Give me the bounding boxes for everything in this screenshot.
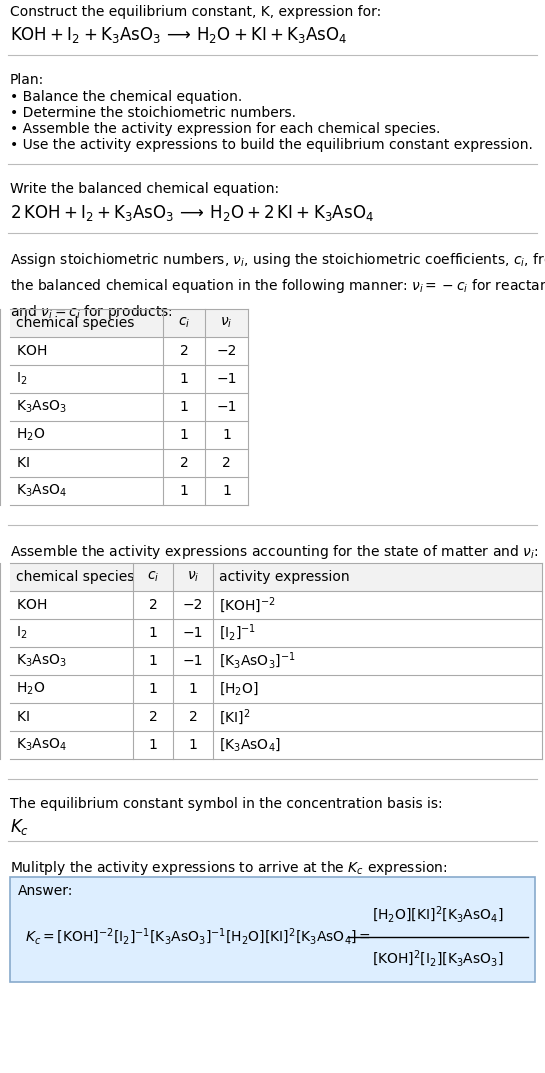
Text: $c_i$: $c_i$ (178, 315, 190, 330)
Text: 1: 1 (189, 738, 197, 752)
Text: $\mathregular{KOH}$: $\mathregular{KOH}$ (16, 598, 47, 612)
Text: 2: 2 (149, 710, 158, 724)
Text: −1: −1 (183, 626, 203, 640)
Text: Assign stoichiometric numbers, $\nu_i$, using the stoichiometric coefficients, $: Assign stoichiometric numbers, $\nu_i$, … (10, 251, 545, 321)
Text: 1: 1 (179, 372, 189, 386)
Text: −2: −2 (216, 344, 237, 358)
Text: −1: −1 (216, 400, 237, 414)
Text: $\nu_i$: $\nu_i$ (220, 315, 233, 330)
Text: $K_c$: $K_c$ (10, 817, 29, 837)
Text: $\mathregular{H_2O}$: $\mathregular{H_2O}$ (16, 427, 45, 443)
Text: $\mathregular{K_3AsO_4}$: $\mathregular{K_3AsO_4}$ (16, 737, 67, 753)
Text: Answer:: Answer: (18, 884, 74, 898)
Text: 1: 1 (149, 738, 158, 752)
Text: $\mathregular{H_2O}$: $\mathregular{H_2O}$ (16, 680, 45, 697)
Text: 1: 1 (149, 682, 158, 696)
Text: $[\mathregular{KOH}]^2[\mathregular{I_2}][\mathregular{K_3AsO_3}]$: $[\mathregular{KOH}]^2[\mathregular{I_2}… (372, 949, 504, 969)
Text: −1: −1 (216, 372, 237, 386)
Text: activity expression: activity expression (219, 570, 350, 584)
Text: $[\mathregular{H_2O}]$: $[\mathregular{H_2O}]$ (219, 680, 259, 697)
Text: $\mathregular{KOH}$: $\mathregular{KOH}$ (16, 344, 47, 358)
Text: 1: 1 (179, 400, 189, 414)
Text: $\mathregular{I_2}$: $\mathregular{I_2}$ (16, 371, 27, 387)
Text: 1: 1 (179, 484, 189, 498)
Text: Assemble the activity expressions accounting for the state of matter and $\nu_i$: Assemble the activity expressions accoun… (10, 543, 538, 561)
Text: $\mathregular{K_3AsO_3}$: $\mathregular{K_3AsO_3}$ (16, 652, 67, 670)
Text: chemical species: chemical species (16, 317, 135, 330)
Text: $\mathregular{K_3AsO_3}$: $\mathregular{K_3AsO_3}$ (16, 399, 67, 415)
Text: Write the balanced chemical equation:: Write the balanced chemical equation: (10, 182, 279, 196)
Text: • Assemble the activity expression for each chemical species.: • Assemble the activity expression for e… (10, 122, 440, 136)
Text: 1: 1 (149, 626, 158, 640)
Text: $\mathregular{2\,KOH + I_2 + K_3AsO_3}$$\,\longrightarrow\,$$\mathregular{H_2O +: $\mathregular{2\,KOH + I_2 + K_3AsO_3}$$… (10, 203, 374, 223)
Text: Mulitply the activity expressions to arrive at the $K_c$ expression:: Mulitply the activity expressions to arr… (10, 859, 447, 877)
Text: $\mathregular{K_3AsO_4}$: $\mathregular{K_3AsO_4}$ (16, 483, 67, 499)
Text: The equilibrium constant symbol in the concentration basis is:: The equilibrium constant symbol in the c… (10, 797, 443, 811)
Text: 1: 1 (149, 655, 158, 668)
Text: • Balance the chemical equation.: • Balance the chemical equation. (10, 90, 242, 104)
Text: $\nu_i$: $\nu_i$ (187, 570, 199, 584)
Text: chemical species: chemical species (16, 570, 135, 584)
Text: $\mathregular{I_2}$: $\mathregular{I_2}$ (16, 624, 27, 642)
Text: −2: −2 (183, 598, 203, 612)
Text: 1: 1 (179, 428, 189, 442)
Text: Construct the equilibrium constant, K, expression for:: Construct the equilibrium constant, K, e… (10, 5, 381, 19)
Bar (10, 309, 248, 337)
Text: 2: 2 (222, 456, 231, 470)
Text: 1: 1 (222, 484, 231, 498)
Bar (10, 877, 535, 982)
Bar (10, 563, 542, 591)
Text: • Determine the stoichiometric numbers.: • Determine the stoichiometric numbers. (10, 106, 296, 120)
Text: 2: 2 (180, 344, 189, 358)
Text: 2: 2 (180, 456, 189, 470)
Text: $K_c = [\mathregular{KOH}]^{-2} [\mathregular{I_2}]^{-1} [\mathregular{K_3AsO_3}: $K_c = [\mathregular{KOH}]^{-2} [\mathre… (25, 927, 371, 947)
Text: 2: 2 (189, 710, 197, 724)
Text: $\mathregular{KI}$: $\mathregular{KI}$ (16, 710, 30, 724)
Text: 2: 2 (149, 598, 158, 612)
Text: $[\mathregular{H_2O}][\mathregular{KI}]^2[\mathregular{K_3AsO_4}]$: $[\mathregular{H_2O}][\mathregular{KI}]^… (372, 905, 504, 925)
Text: 1: 1 (189, 682, 197, 696)
Bar (10, 563, 542, 759)
Text: $[\mathregular{K_3AsO_4}]$: $[\mathregular{K_3AsO_4}]$ (219, 736, 281, 753)
Text: $\mathregular{KOH + I_2 + K_3AsO_3}$$\,\longrightarrow\,$$\mathregular{H_2O + KI: $\mathregular{KOH + I_2 + K_3AsO_3}$$\,\… (10, 25, 347, 45)
Text: $[\mathregular{KOH}]^{-2}$: $[\mathregular{KOH}]^{-2}$ (219, 596, 276, 615)
Text: 1: 1 (222, 428, 231, 442)
Text: $[\mathregular{K_3AsO_3}]^{-1}$: $[\mathregular{K_3AsO_3}]^{-1}$ (219, 651, 295, 672)
Text: Plan:: Plan: (10, 73, 44, 87)
Text: −1: −1 (183, 655, 203, 668)
Text: $[\mathregular{KI}]^2$: $[\mathregular{KI}]^2$ (219, 707, 250, 726)
Bar (10, 309, 248, 505)
Text: $[\mathregular{I_2}]^{-1}$: $[\mathregular{I_2}]^{-1}$ (219, 622, 256, 643)
Text: • Use the activity expressions to build the equilibrium constant expression.: • Use the activity expressions to build … (10, 138, 533, 152)
Text: $\mathregular{KI}$: $\mathregular{KI}$ (16, 456, 30, 470)
Text: $c_i$: $c_i$ (147, 570, 159, 584)
